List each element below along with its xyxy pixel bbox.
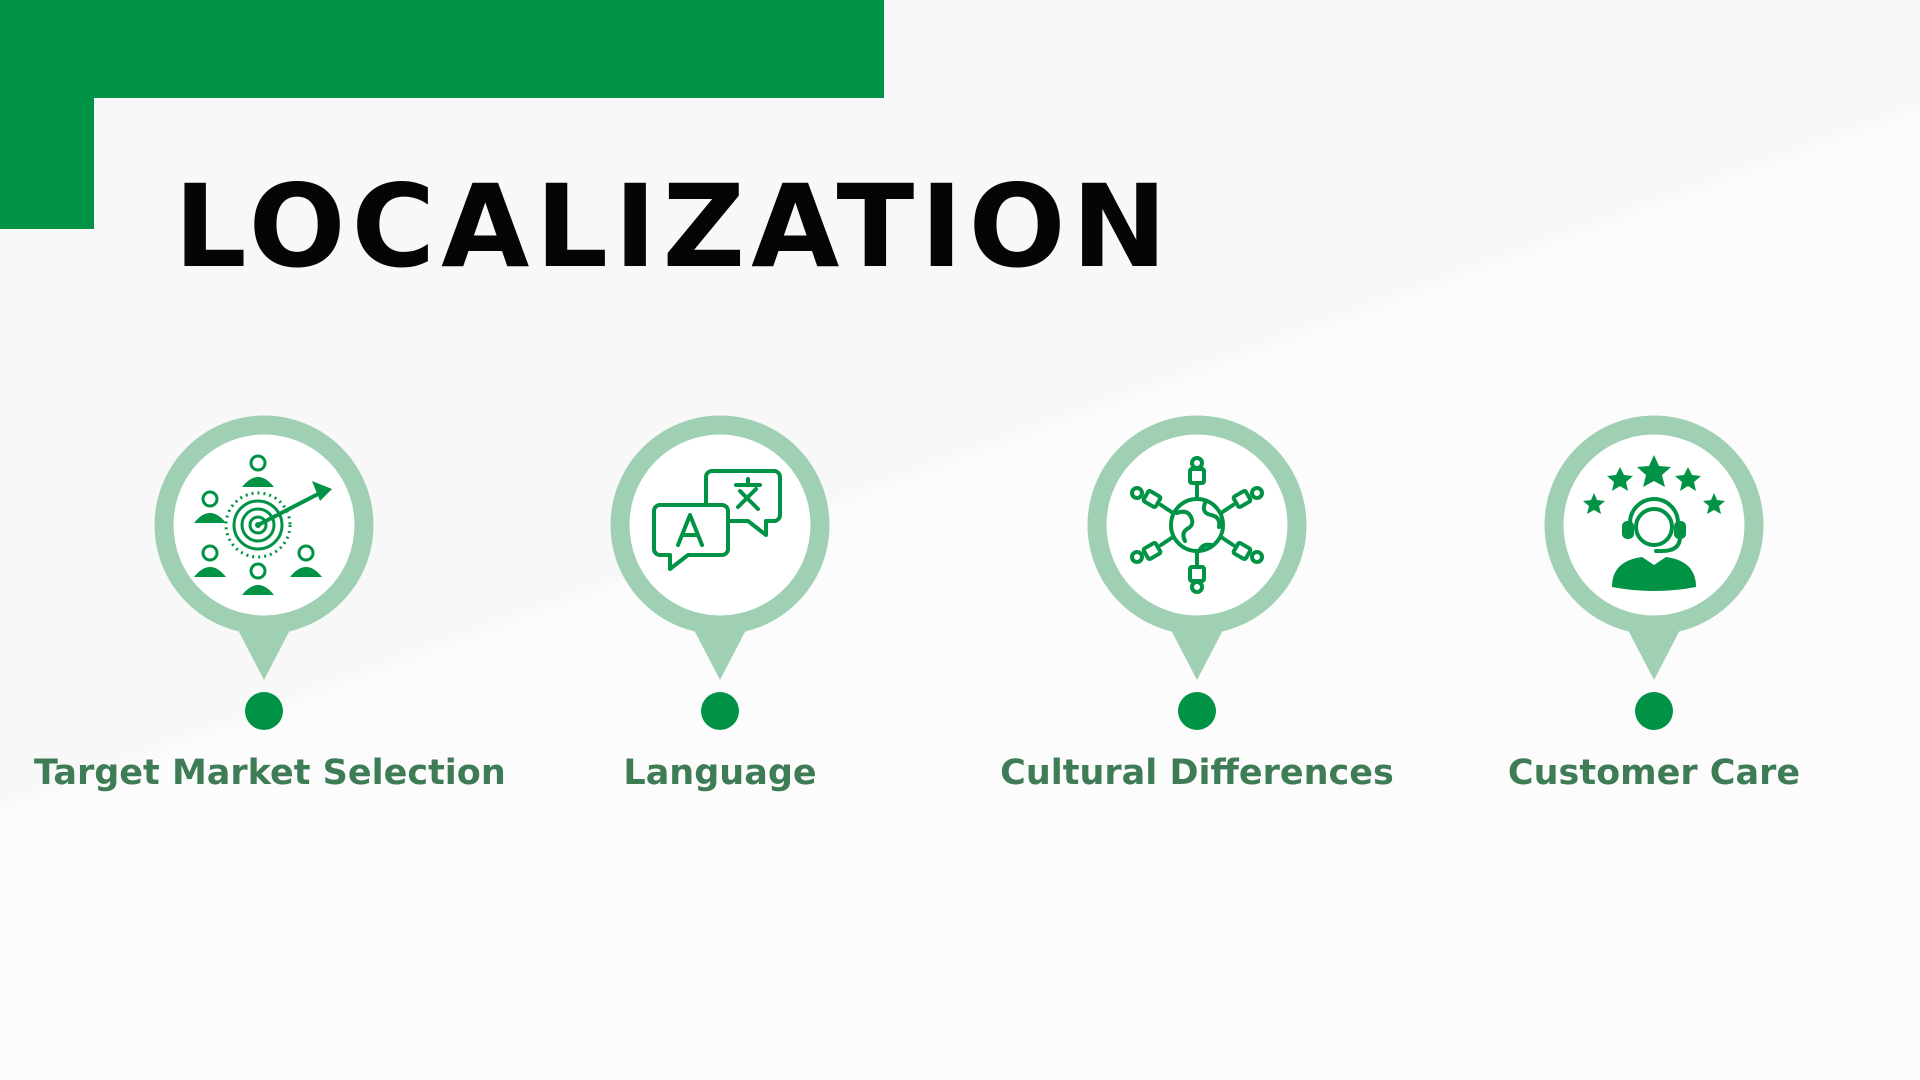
timeline-dot <box>701 692 739 730</box>
item-label: Customer Care <box>1507 753 1801 793</box>
map-pin <box>610 415 830 683</box>
item-cultural-differences: Cultural Differences <box>967 415 1427 815</box>
item-target-market-selection: Target Market Selection <box>34 415 506 815</box>
customer-support-stars-icon <box>1583 455 1725 591</box>
timeline-dot <box>245 692 283 730</box>
translate-chat-icon <box>652 469 782 571</box>
map-pin <box>1544 415 1764 683</box>
accent-bar-left <box>0 0 94 229</box>
map-pin <box>1087 415 1307 683</box>
item-customer-care: Customer Care <box>1424 415 1884 815</box>
item-label: Cultural Differences <box>1000 753 1394 793</box>
globe-network-icon <box>1130 456 1264 594</box>
map-pin <box>154 415 374 683</box>
accent-bar-top <box>0 0 884 98</box>
item-label: Target Market Selection <box>34 753 506 793</box>
item-language: Language <box>490 415 950 815</box>
timeline-dot <box>1178 692 1216 730</box>
slide-title: LOCALIZATION <box>174 160 1173 293</box>
item-label: Language <box>623 753 817 793</box>
timeline-dot <box>1635 692 1673 730</box>
target-audience-icon <box>194 454 332 595</box>
